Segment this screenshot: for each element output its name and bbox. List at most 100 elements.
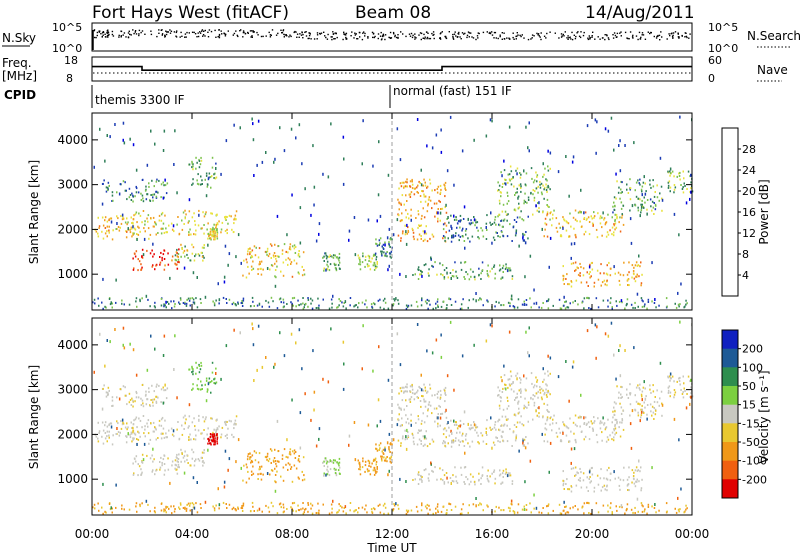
scatter-cell (111, 302, 113, 305)
noise-cell (659, 156, 662, 160)
scatter-cell (104, 510, 106, 513)
scatter-cell (613, 406, 615, 409)
noise-point (362, 32, 364, 34)
scatter-cell (177, 261, 179, 263)
scatter-cell (531, 177, 533, 180)
scatter-cell (497, 181, 499, 184)
scatter-cell (410, 191, 413, 194)
scatter-cell (613, 224, 616, 227)
scatter-cell (575, 236, 577, 239)
noise-cell (524, 241, 527, 245)
scatter-cell (411, 392, 414, 395)
noise-cell (192, 271, 195, 275)
scatter-cell (560, 235, 563, 238)
scatter-cell (513, 185, 515, 188)
scatter-cell (251, 501, 254, 504)
scatter-cell (476, 431, 478, 434)
scatter-cell (354, 509, 356, 512)
scatter-cell (532, 394, 534, 397)
noise-point (607, 37, 610, 39)
scatter-cell (520, 390, 522, 393)
noise-cell (196, 481, 198, 484)
scatter-cell (588, 478, 590, 480)
scatter-cell (686, 507, 688, 510)
noise-point (632, 37, 634, 39)
scatter-cell (171, 464, 173, 467)
scatter-cell (177, 258, 180, 261)
scatter-cell (375, 472, 377, 475)
scatter-cell (200, 251, 203, 254)
scatter-cell (652, 185, 655, 188)
scatter-cell (129, 194, 132, 196)
noise-cell (613, 265, 615, 269)
scatter-cell (683, 306, 685, 309)
scatter-cell (146, 249, 148, 252)
scatter-cell (562, 216, 564, 219)
scatter-cell (486, 434, 488, 436)
scatter-cell (311, 504, 314, 507)
scatter-cell (162, 181, 164, 184)
scatter-cell (297, 299, 299, 302)
noise-cell (405, 230, 407, 234)
scatter-cell (579, 210, 581, 213)
noise-point (497, 37, 499, 40)
scatter-cell (491, 428, 494, 430)
scatter-cell (399, 220, 402, 223)
scatter-cell (101, 301, 103, 304)
noise-cell (678, 438, 680, 442)
scatter-cell (417, 213, 420, 216)
scatter-cell (618, 391, 620, 394)
scatter-cell (515, 169, 517, 172)
scatter-cell (116, 420, 118, 423)
scatter-cell (203, 224, 205, 226)
scatter-cell (687, 375, 690, 378)
scatter-cell (117, 422, 119, 425)
noise-cell (473, 423, 476, 427)
scatter-cell (514, 209, 517, 212)
noise-cell (152, 242, 154, 246)
scatter-cell (464, 483, 466, 485)
scatter-cell (491, 472, 493, 475)
scatter-cell (669, 379, 671, 382)
noise-point (503, 32, 505, 34)
scatter-cell (367, 459, 370, 462)
y-tick-label: 4000 (57, 133, 88, 147)
scatter-cell (563, 218, 565, 221)
scatter-cell (98, 432, 100, 434)
scatter-cell (507, 405, 510, 408)
scatter-cell (420, 273, 423, 276)
scatter-cell (490, 429, 492, 431)
scatter-cell (257, 473, 259, 476)
scatter-cell (682, 396, 685, 399)
scatter-cell (603, 422, 606, 425)
scatter-cell (305, 302, 307, 305)
noise-cell (547, 149, 549, 153)
noise-point (161, 34, 163, 36)
scatter-cell (650, 391, 652, 394)
noise-point (102, 34, 104, 36)
scatter-cell (516, 511, 519, 514)
noise-point (517, 34, 519, 36)
scatter-cell (455, 232, 457, 235)
scatter-cell (515, 434, 518, 437)
scatter-cell (560, 307, 563, 310)
scatter-cell (552, 304, 554, 307)
scatter-cell (591, 422, 593, 425)
scatter-cell (562, 479, 564, 482)
scatter-cell (268, 457, 271, 460)
scatter-cell (164, 214, 166, 217)
scatter-cell (616, 421, 618, 423)
scatter-cell (468, 278, 471, 281)
scatter-cell (107, 186, 109, 189)
noise-point (591, 36, 593, 38)
scatter-cell (413, 193, 416, 196)
scatter-cell (390, 461, 392, 464)
noise-point (540, 32, 542, 34)
noise-cell (524, 480, 526, 484)
scatter-cell (389, 457, 391, 460)
scatter-cell (120, 427, 123, 430)
scatter-cell (180, 255, 182, 258)
scatter-cell (371, 462, 373, 465)
scatter-cell (257, 256, 260, 259)
scatter-cell (248, 272, 250, 275)
